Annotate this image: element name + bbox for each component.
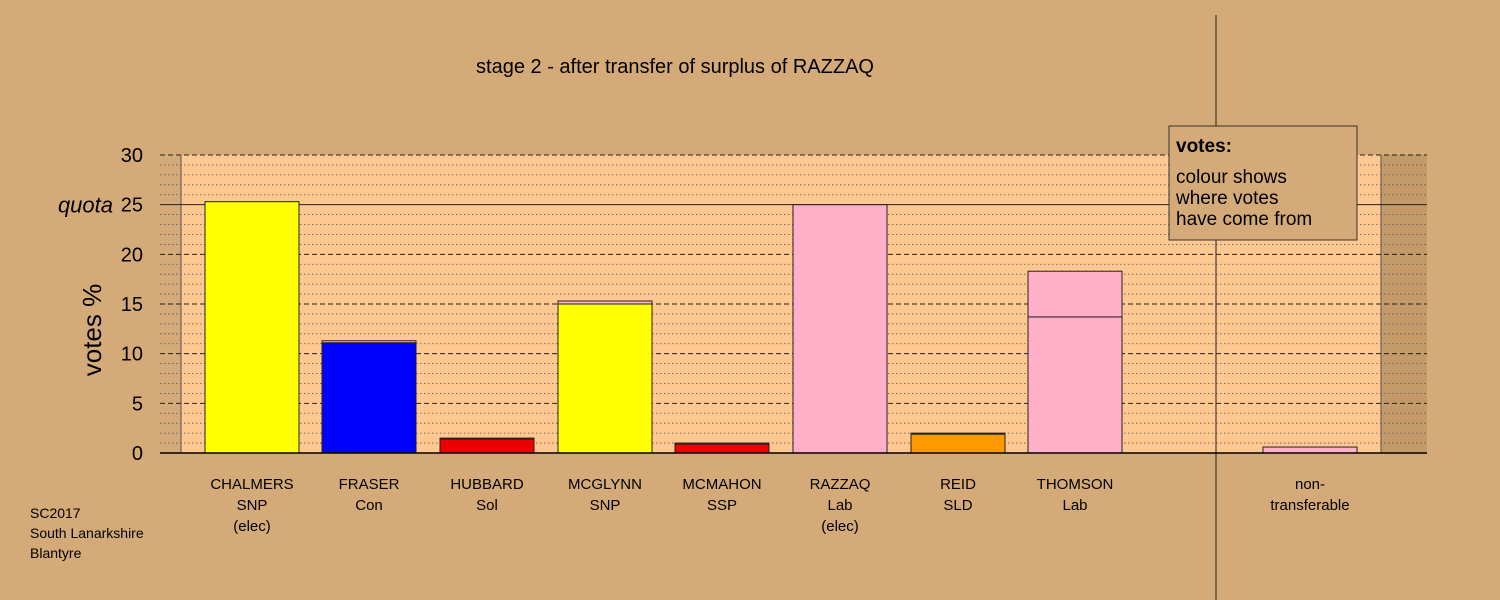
bar-segment <box>674 442 770 445</box>
legend-line: have come from <box>1176 209 1312 230</box>
x-tick-label: Lab <box>1062 497 1087 514</box>
bar <box>792 204 888 454</box>
y-axis-label: votes % <box>77 284 107 377</box>
bar <box>204 201 300 454</box>
bar <box>439 437 535 454</box>
x-tick-label: (elec) <box>233 518 271 535</box>
footer-line: SC2017 <box>30 505 81 521</box>
x-tick-label: REID <box>940 476 976 493</box>
x-tick-label: HUBBARD <box>450 476 524 493</box>
legend-box <box>1168 125 1358 241</box>
x-tick-label: non- <box>1295 476 1325 493</box>
x-tick-label: RAZZAQ <box>810 476 871 493</box>
y-tick-label: 25 <box>121 195 143 217</box>
y-tick-label: 0 <box>132 443 143 465</box>
y-tick-label: 20 <box>121 244 143 266</box>
x-tick-label: SLD <box>943 497 972 514</box>
bar <box>1262 446 1358 454</box>
bar-segment <box>1027 270 1123 318</box>
bar-segment <box>557 303 653 454</box>
bar-segment <box>792 204 888 454</box>
x-tick-label: MCGLYNN <box>568 476 642 493</box>
footer: SC2017 South Lanarkshire Blantyre <box>30 505 144 561</box>
bar-segment <box>1027 316 1123 454</box>
legend: votes: colour shows where votes have com… <box>1168 125 1358 241</box>
bar-segment <box>674 443 770 454</box>
bar-segment <box>204 201 300 454</box>
y-tick-label: 15 <box>121 294 143 316</box>
y-tick-label: 10 <box>121 344 143 366</box>
bar <box>557 300 653 454</box>
x-tick-label: Sol <box>476 497 498 514</box>
x-tick-label: SSP <box>707 497 737 514</box>
y-tick-label: 30 <box>121 145 143 167</box>
bar <box>910 432 1006 454</box>
bar <box>1027 270 1123 454</box>
bar-segment <box>439 438 535 454</box>
footer-line: Blantyre <box>30 545 82 561</box>
y-tick-label: 5 <box>132 393 143 415</box>
x-tick-label: FRASER <box>339 476 400 493</box>
bar-segment <box>439 437 535 440</box>
x-tick-label: SNP <box>237 497 268 514</box>
legend-line: colour shows <box>1176 167 1287 188</box>
bar-segment <box>557 300 653 305</box>
x-tick-label: transferable <box>1270 497 1349 514</box>
x-tick-label: MCMAHON <box>682 476 761 493</box>
bar-segment <box>910 432 1006 435</box>
x-tick-label: CHALMERS <box>210 476 293 493</box>
legend-title: votes: <box>1176 136 1232 157</box>
bar-segment <box>910 433 1006 454</box>
bar-segment <box>1262 446 1358 454</box>
chart-title: stage 2 - after transfer of surplus of R… <box>476 56 874 78</box>
bar-segment <box>321 342 417 454</box>
bar <box>321 340 417 454</box>
bar <box>674 442 770 454</box>
legend-line: where votes <box>1175 188 1278 209</box>
bar-segment <box>321 340 417 344</box>
x-tick-label: (elec) <box>821 518 859 535</box>
x-tick-label: THOMSON <box>1037 476 1114 493</box>
x-tick-label: Con <box>355 497 383 514</box>
x-tick-label: SNP <box>590 497 621 514</box>
footer-line: South Lanarkshire <box>30 525 144 541</box>
x-tick-label: Lab <box>827 497 852 514</box>
quota-label: quota <box>58 193 113 218</box>
